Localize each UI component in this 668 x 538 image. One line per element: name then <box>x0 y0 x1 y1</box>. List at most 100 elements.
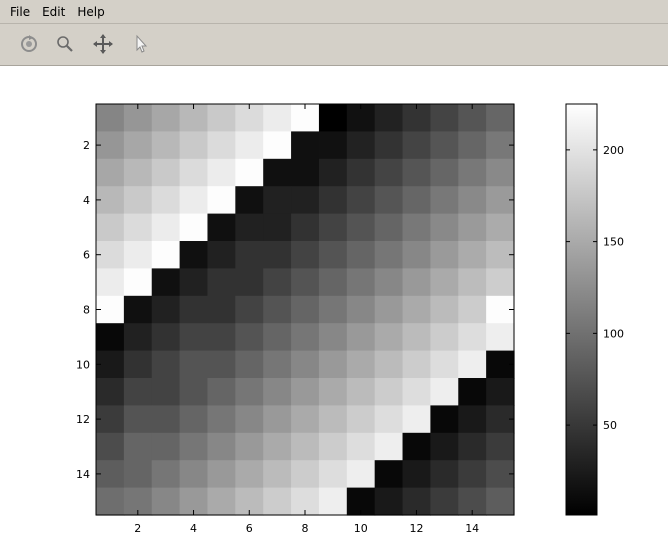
pan-icon[interactable] <box>90 31 116 57</box>
heatmap-cell <box>123 350 153 379</box>
y-tick-label: 8 <box>83 304 90 317</box>
x-tick-label: 12 <box>409 522 423 535</box>
pointer-icon[interactable] <box>128 31 154 57</box>
heatmap-cell <box>430 268 459 297</box>
heatmap-cell <box>263 350 292 379</box>
y-tick-label: 10 <box>76 358 90 371</box>
heatmap-cell <box>374 378 404 406</box>
heatmap-cell <box>458 350 487 379</box>
heatmap-cell <box>207 378 236 406</box>
menu-file[interactable]: File <box>10 4 31 19</box>
heatmap-cell <box>179 460 209 489</box>
heatmap-cell <box>96 378 125 406</box>
heatmap-cell <box>402 350 431 379</box>
heatmap-cell <box>291 241 320 269</box>
heatmap-cell <box>151 158 181 187</box>
heatmap-cell <box>374 432 404 461</box>
heatmap-cell <box>430 186 459 215</box>
heatmap-cell <box>430 295 459 324</box>
heatmap-cell <box>374 268 404 297</box>
x-tick-label: 6 <box>246 522 253 535</box>
menu-edit[interactable]: Edit <box>42 4 66 19</box>
heatmap-cell <box>123 295 153 324</box>
heatmap-cell <box>96 158 125 187</box>
heatmap-cell <box>96 487 125 516</box>
heatmap-cell <box>458 186 487 215</box>
heatmap-cell <box>291 432 320 461</box>
heatmap-cell <box>263 213 292 242</box>
heatmap-cell <box>430 378 459 406</box>
heatmap-cell <box>151 241 181 269</box>
heatmap-cell <box>486 268 515 297</box>
heatmap-cell <box>402 460 431 489</box>
x-tick-label: 10 <box>354 522 368 535</box>
heatmap-cell <box>96 268 125 297</box>
heatmap-cell <box>402 295 431 324</box>
heatmap-cell <box>235 268 264 297</box>
heatmap-cell <box>458 158 487 187</box>
heatmap-cell <box>263 295 292 324</box>
x-tick-label: 2 <box>134 522 141 535</box>
heatmap-cell <box>179 186 209 215</box>
heatmap-cell <box>318 323 348 352</box>
heatmap-cell <box>207 405 236 434</box>
heatmap-cell <box>430 104 459 132</box>
heatmap-cell <box>179 405 209 434</box>
x-tick-label: 8 <box>302 522 309 535</box>
heatmap-cell <box>151 460 181 489</box>
y-tick-label: 12 <box>76 413 90 426</box>
plot-area: 2 4 6 8 10 12 14 2 4 6 8 10 12 14 50 100 150 200 <box>76 103 624 535</box>
heatmap-cell <box>123 213 153 242</box>
heatmap-cell <box>291 350 320 379</box>
heatmap-cell <box>430 213 459 242</box>
heatmap-cell <box>430 350 459 379</box>
heatmap-cell <box>151 323 181 352</box>
heatmap-cell <box>318 378 348 406</box>
heatmap-cell <box>458 241 487 269</box>
heatmap-cell <box>486 323 515 352</box>
heatmap-cell <box>263 487 292 516</box>
heatmap-cell <box>207 432 236 461</box>
heatmap-cell <box>151 104 181 132</box>
heatmap-cell <box>235 186 264 215</box>
heatmap-cell <box>458 213 487 242</box>
zoom-icon[interactable] <box>52 31 78 57</box>
heatmap-cell <box>346 241 376 269</box>
heatmap-cell <box>207 186 236 215</box>
heatmap-cell <box>207 213 236 242</box>
heatmap-cell <box>402 213 431 242</box>
heatmap-cell <box>123 323 153 352</box>
heatmap-cell <box>318 186 348 215</box>
heatmap-cell <box>207 323 236 352</box>
heatmap-cell <box>402 432 431 461</box>
heatmap-cell <box>151 186 181 215</box>
heatmap-cell <box>207 131 236 160</box>
heatmap-cell <box>235 432 264 461</box>
heatmap-cell <box>123 405 153 434</box>
heatmap-cell <box>263 104 292 132</box>
heatmap-cell <box>458 405 487 434</box>
heatmap-cell <box>346 405 376 434</box>
heatmap-cell <box>96 432 125 461</box>
heatmap-cell <box>123 378 153 406</box>
menu-help[interactable]: Help <box>77 4 105 19</box>
heatmap-cell <box>346 295 376 324</box>
heatmap-cell <box>179 158 209 187</box>
axes-ticks: 2 4 6 8 10 12 14 2 4 6 8 10 12 14 <box>76 104 514 535</box>
heatmap-cell <box>402 186 431 215</box>
heatmap-cell <box>318 241 348 269</box>
heatmap-cell <box>263 241 292 269</box>
heatmap-cell <box>151 268 181 297</box>
heatmap-cell <box>151 131 181 160</box>
colorbar-tick-label: 100 <box>603 327 624 340</box>
heatmap-cell <box>291 378 320 406</box>
heatmap-cell <box>402 323 431 352</box>
colorbar-gradient <box>565 103 598 516</box>
heatmap-cell <box>374 460 404 489</box>
heatmap-cell <box>458 295 487 324</box>
heatmap-cell <box>458 432 487 461</box>
heatmap-cell <box>374 213 404 242</box>
heatmap-cell <box>402 131 431 160</box>
reset-view-icon[interactable] <box>16 31 42 57</box>
heatmap-cell <box>318 131 348 160</box>
